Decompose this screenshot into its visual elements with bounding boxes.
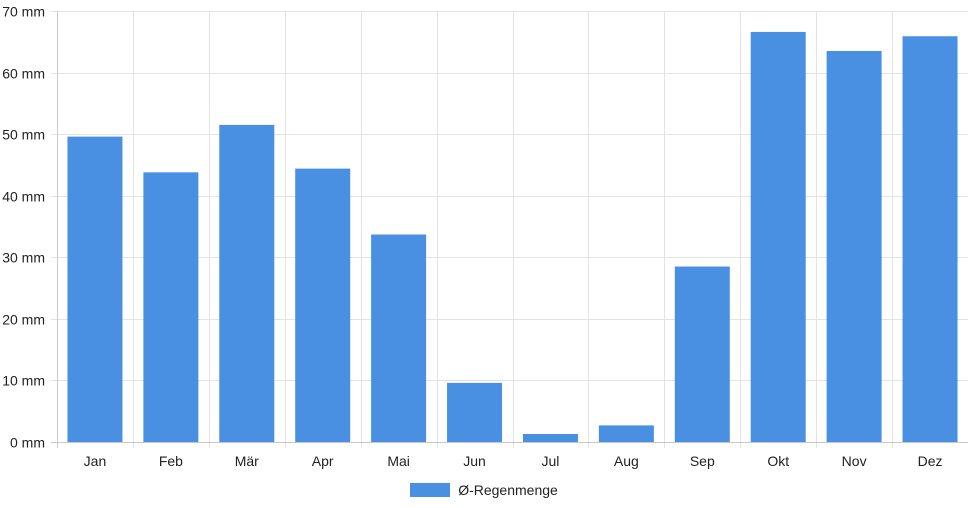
x-tick-label: Apr	[312, 453, 334, 469]
y-tick-label: 60 mm	[2, 66, 45, 82]
x-tick-label: Aug	[614, 453, 639, 469]
axes	[51, 11, 968, 448]
bar[interactable]	[371, 234, 427, 442]
y-tick-label: 50 mm	[2, 127, 45, 143]
x-tick-label: Dez	[918, 453, 943, 469]
x-tick-label: Mär	[235, 453, 259, 469]
x-axis-tick-labels: Jan Feb Mär Apr Mai Jun Jul Aug Sep Okt Nov Dez	[84, 453, 943, 469]
grid-lines	[51, 11, 968, 448]
bar[interactable]	[750, 31, 806, 442]
y-tick-label: 30 mm	[2, 250, 45, 266]
x-tick-label: Nov	[842, 453, 867, 469]
x-tick-label: Sep	[690, 453, 715, 469]
bar[interactable]	[447, 382, 503, 442]
y-tick-label: 40 mm	[2, 189, 45, 205]
bar[interactable]	[143, 172, 199, 442]
bar[interactable]	[219, 124, 275, 443]
legend[interactable]: Ø-Regenmenge	[0, 480, 968, 500]
legend-swatch	[410, 483, 451, 497]
bar[interactable]	[295, 168, 351, 442]
x-tick-label: Okt	[767, 453, 789, 469]
legend-label: Ø-Regenmenge	[458, 482, 558, 498]
y-tick-label: 10 mm	[2, 373, 45, 389]
x-tick-label: Jan	[84, 453, 107, 469]
x-tick-label: Feb	[159, 453, 183, 469]
bar[interactable]	[598, 425, 654, 442]
bar[interactable]	[522, 433, 578, 442]
x-tick-label: Jul	[542, 453, 560, 469]
bar[interactable]	[67, 136, 123, 442]
bar[interactable]	[674, 266, 730, 442]
y-tick-label: 20 mm	[2, 312, 45, 328]
y-tick-label: 0 mm	[10, 435, 45, 451]
bar[interactable]	[826, 51, 882, 443]
y-axis-tick-labels: 0 mm 10 mm 20 mm 30 mm 40 mm 50 mm 60 mm 70 mm	[2, 4, 45, 451]
x-tick-label: Jun	[463, 453, 486, 469]
x-tick-label: Mai	[387, 453, 410, 469]
bar[interactable]	[902, 36, 958, 442]
y-tick-label: 70 mm	[2, 4, 45, 20]
bars	[67, 31, 958, 443]
